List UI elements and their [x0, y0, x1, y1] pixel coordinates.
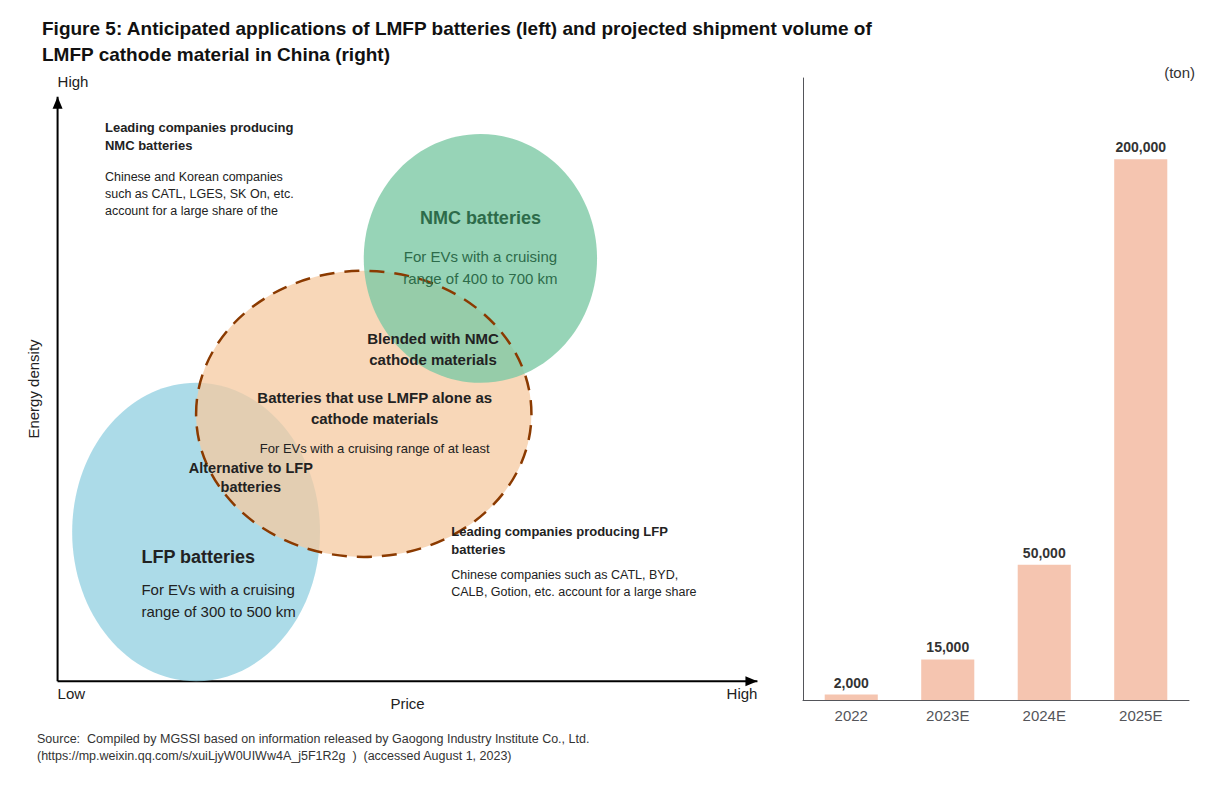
svg-text:Blended with NMC: Blended with NMC — [367, 330, 499, 347]
svg-text:Low: Low — [58, 685, 86, 702]
svg-text:such as CATL, LGES, SK On, etc: such as CATL, LGES, SK On, etc. — [105, 187, 294, 201]
svg-text:2022: 2022 — [835, 707, 868, 724]
svg-text:Chinese and Korean companies: Chinese and Korean companies — [105, 170, 283, 184]
svg-text:Price: Price — [390, 695, 424, 712]
svg-text:50,000: 50,000 — [1023, 545, 1066, 561]
svg-text:NMC batteries: NMC batteries — [105, 138, 192, 153]
svg-text:range of 400 to 700 km: range of 400 to 700 km — [403, 270, 557, 287]
svg-text:account for a large share of t: account for a large share of the — [105, 204, 278, 218]
svg-text:High: High — [58, 73, 89, 90]
svg-text:200,000: 200,000 — [1115, 139, 1166, 155]
svg-text:Source: Compiled by MGSSI bas: Source: Compiled by MGSSI based on infor… — [37, 732, 589, 746]
svg-text:15,000: 15,000 — [926, 639, 969, 655]
svg-text:High: High — [727, 685, 758, 702]
svg-text:2025E: 2025E — [1119, 707, 1162, 724]
svg-text:cathode materials: cathode materials — [311, 410, 439, 427]
svg-text:(https://mp.weixin.qq.com/s/xu: (https://mp.weixin.qq.com/s/xuiLjyW0UIWw… — [37, 749, 512, 763]
svg-text:For EVs with a cruising: For EVs with a cruising — [141, 581, 294, 598]
svg-text:2024E: 2024E — [1023, 707, 1066, 724]
svg-text:Figure 5: Anticipated applicat: Figure 5: Anticipated applications of LM… — [42, 18, 872, 39]
svg-text:Leading companies producing LF: Leading companies producing LFP — [451, 524, 668, 539]
svg-text:range of 300 to 500 km: range of 300 to 500 km — [141, 603, 295, 620]
svg-text:Leading companies producing: Leading companies producing — [105, 120, 294, 135]
svg-text:Energy density: Energy density — [25, 339, 42, 439]
svg-text:NMC batteries: NMC batteries — [420, 208, 541, 228]
svg-text:(ton): (ton) — [1164, 64, 1195, 81]
svg-text:CALB, Gotion, etc. account for: CALB, Gotion, etc. account for a large s… — [451, 585, 696, 599]
svg-text:2,000: 2,000 — [834, 675, 869, 691]
svg-text:batteries: batteries — [451, 542, 505, 557]
svg-text:cathode materials: cathode materials — [369, 351, 497, 368]
svg-text:Alternative to LFP: Alternative to LFP — [189, 460, 313, 476]
svg-text:Chinese companies such as CATL: Chinese companies such as CATL, BYD, — [451, 568, 678, 582]
svg-text:For EVs with a cruising: For EVs with a cruising — [404, 248, 557, 265]
svg-text:batteries: batteries — [221, 479, 281, 495]
svg-text:Batteries that use LMFP alone: Batteries that use LMFP alone as — [257, 389, 492, 406]
svg-text:LMFP cathode material in China: LMFP cathode material in China (right) — [42, 44, 390, 65]
svg-text:LFP batteries: LFP batteries — [141, 547, 255, 567]
svg-text:2023E: 2023E — [926, 707, 969, 724]
svg-text:For EVs with a cruising range: For EVs with a cruising range of at leas… — [260, 441, 490, 456]
